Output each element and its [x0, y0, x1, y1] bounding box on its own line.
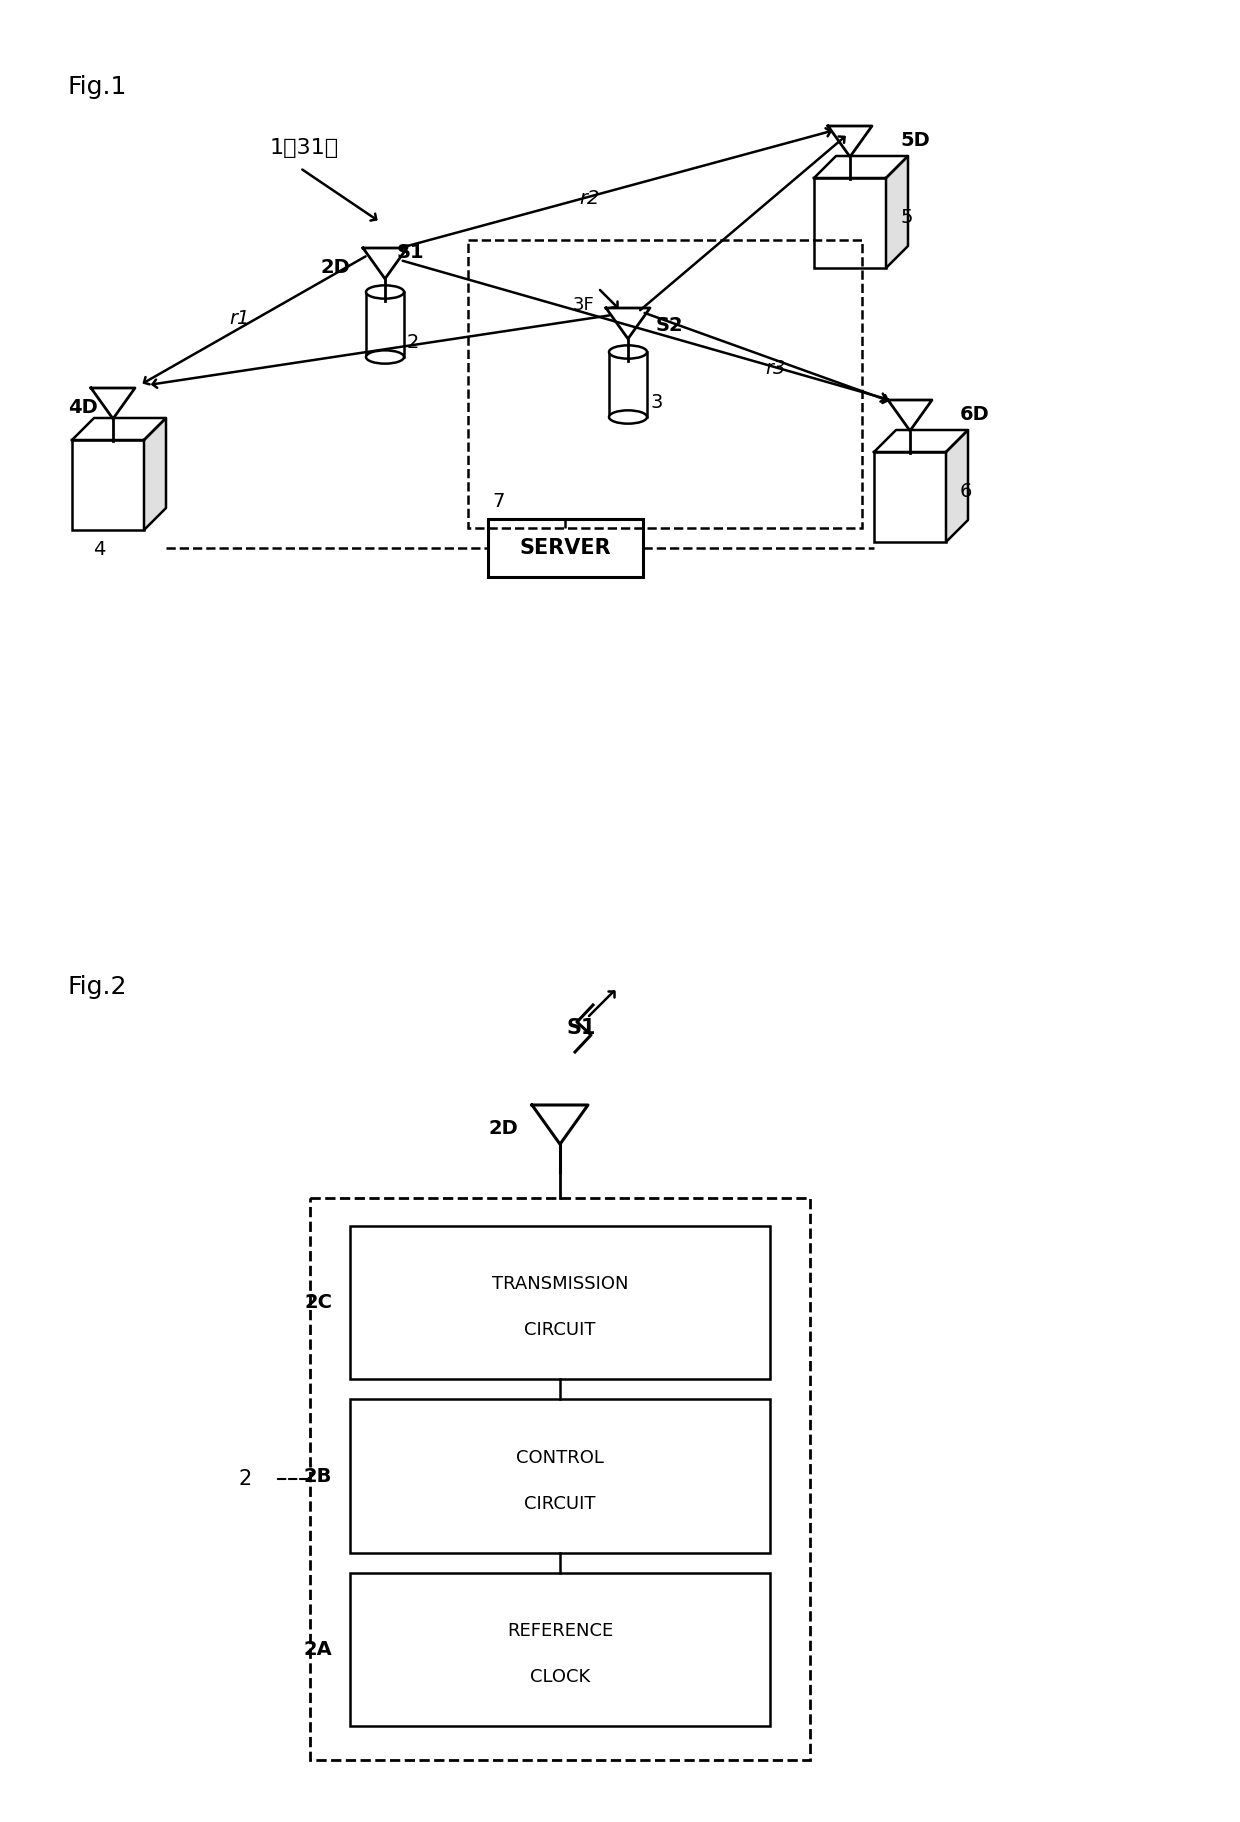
Bar	[72, 439, 144, 530]
Text: r3: r3	[765, 359, 785, 377]
Bar	[813, 179, 887, 268]
Polygon shape	[72, 417, 166, 439]
Text: 3: 3	[650, 392, 662, 412]
Text: 6: 6	[960, 483, 972, 501]
Text: Fig.2: Fig.2	[68, 975, 128, 998]
Text: S1: S1	[567, 1018, 596, 1039]
Ellipse shape	[366, 286, 404, 299]
Text: 2B: 2B	[304, 1467, 332, 1485]
Bar	[467, 241, 862, 528]
Text: S2: S2	[656, 315, 683, 335]
Text: r1: r1	[229, 308, 250, 328]
Polygon shape	[874, 430, 968, 452]
Ellipse shape	[609, 346, 647, 359]
Text: SERVER: SERVER	[520, 537, 611, 558]
Text: 7: 7	[492, 492, 505, 510]
Bar	[874, 452, 946, 541]
Text: 2: 2	[238, 1469, 252, 1489]
Text: 2D: 2D	[489, 1119, 518, 1139]
Text: 2D: 2D	[320, 259, 350, 277]
Polygon shape	[946, 430, 968, 541]
Bar	[350, 1399, 770, 1552]
Bar	[487, 519, 642, 578]
Polygon shape	[813, 157, 908, 179]
Text: Fig.1: Fig.1	[68, 75, 128, 98]
Text: CIRCUIT: CIRCUIT	[525, 1494, 595, 1512]
Text: CLOCK: CLOCK	[529, 1667, 590, 1685]
Text: 4: 4	[93, 539, 105, 559]
Text: 2A: 2A	[304, 1640, 332, 1658]
Text: 5D: 5D	[900, 131, 930, 149]
Polygon shape	[144, 417, 166, 530]
Text: TRANSMISSION: TRANSMISSION	[492, 1275, 629, 1294]
Text: S1: S1	[397, 242, 424, 262]
Bar	[310, 1199, 810, 1760]
Text: 3F: 3F	[573, 295, 595, 313]
Bar	[366, 292, 404, 357]
Bar	[350, 1226, 770, 1379]
Text: 2: 2	[407, 332, 419, 352]
Text: 2C: 2C	[304, 1294, 332, 1312]
Bar	[350, 1572, 770, 1725]
Bar	[609, 352, 647, 417]
Text: r2: r2	[580, 188, 600, 208]
Ellipse shape	[366, 350, 404, 364]
Polygon shape	[887, 157, 908, 268]
Text: 4D: 4D	[68, 397, 98, 417]
Text: 6D: 6D	[960, 404, 990, 425]
Text: CONTROL: CONTROL	[516, 1448, 604, 1467]
Text: 5: 5	[900, 208, 913, 228]
Text: REFERENCE: REFERENCE	[507, 1622, 613, 1640]
Text: 1（31）: 1（31）	[270, 138, 339, 159]
Ellipse shape	[609, 410, 647, 425]
Text: CIRCUIT: CIRCUIT	[525, 1321, 595, 1339]
